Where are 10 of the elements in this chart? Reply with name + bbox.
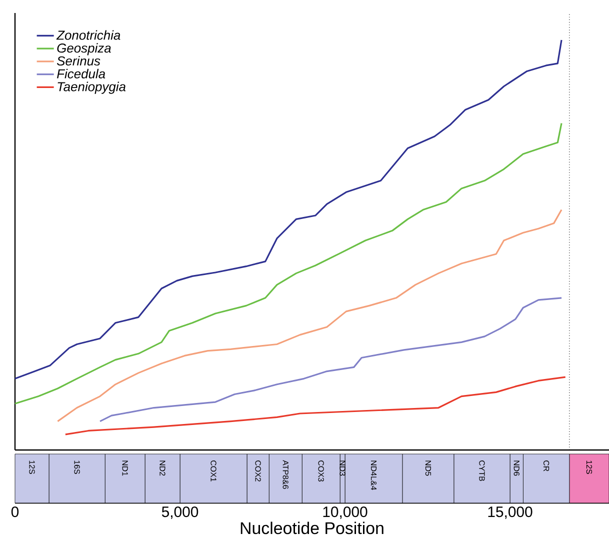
legend-label: Geospiza [57,43,111,56]
x-axis-title: Nucleotide Position [240,522,384,534]
legend-label: Taeniopygia [58,82,126,94]
x-tick-label: 15,000 [488,506,532,519]
x-tick-label: 10,000 [323,506,368,519]
legend-label: Ficedula [57,68,106,78]
x-tick-label: 0 [11,506,19,518]
legend-label: Zonotrichia [56,30,120,40]
x-tick-label: 5,000 [162,506,198,519]
legend-label: Serinus [56,56,100,66]
